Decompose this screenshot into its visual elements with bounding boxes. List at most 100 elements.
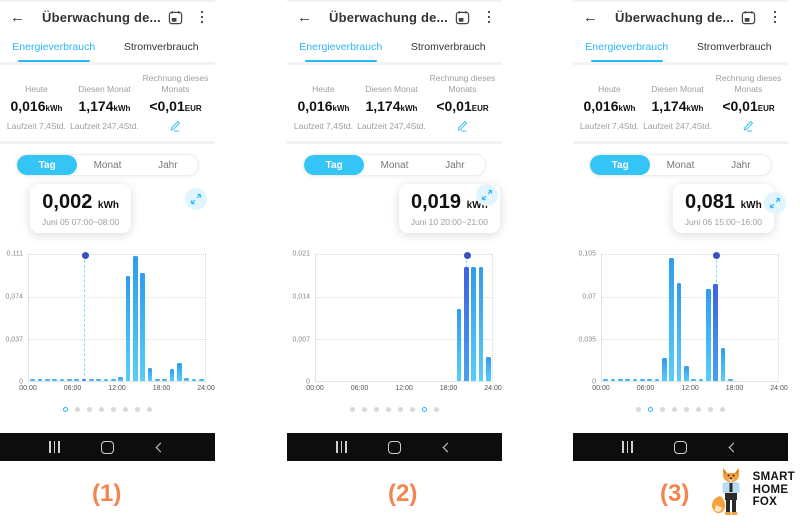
edit-pencil-icon[interactable] xyxy=(742,119,755,132)
period-tag[interactable]: Tag xyxy=(590,155,651,176)
page-dot[interactable] xyxy=(720,406,725,412)
period-tag[interactable]: Tag xyxy=(304,155,365,176)
edit-pencil-icon[interactable] xyxy=(169,119,182,132)
energy-bar-chart[interactable]: 0,111 0,074 0,037 0 00:00 06:00 12:00 18:00 24:… xyxy=(0,250,215,400)
hour-bar[interactable] xyxy=(456,309,462,382)
hour-bar[interactable] xyxy=(132,256,138,382)
period-monat[interactable]: Monat xyxy=(93,159,122,171)
hour-bar[interactable] xyxy=(147,367,153,382)
hour-bar[interactable] xyxy=(52,378,57,382)
hour-bar[interactable] xyxy=(698,378,704,382)
hour-bar[interactable] xyxy=(610,378,616,382)
energy-bar-chart[interactable]: 0,105 0,07 0,035 0 00:00 06:00 12:00 18:00 24:0… xyxy=(573,250,788,400)
page-dot[interactable] xyxy=(135,406,140,412)
tab-energieverbrauch[interactable]: Energieverbrauch xyxy=(0,32,108,62)
hour-bar[interactable] xyxy=(125,275,131,382)
hour-bar[interactable] xyxy=(110,378,116,382)
recents-button-icon[interactable] xyxy=(40,437,70,457)
period-jahr[interactable]: Jahr xyxy=(158,159,178,171)
hour-bar[interactable] xyxy=(74,378,79,382)
recents-button-icon[interactable] xyxy=(327,437,357,457)
hour-bar[interactable] xyxy=(471,267,476,382)
tab-stromverbrauch[interactable]: Stromverbrauch xyxy=(123,41,199,53)
page-indicator-dots[interactable] xyxy=(0,402,215,416)
page-dot[interactable] xyxy=(111,406,116,412)
hour-bar[interactable] xyxy=(30,378,35,382)
hour-bar[interactable] xyxy=(683,365,689,382)
page-dot[interactable] xyxy=(75,406,80,412)
page-dot[interactable] xyxy=(708,406,713,412)
page-dot[interactable] xyxy=(434,406,439,412)
hour-bar[interactable] xyxy=(691,379,696,382)
hour-bar[interactable] xyxy=(59,378,65,382)
hour-bar[interactable] xyxy=(654,378,660,382)
hour-bar[interactable] xyxy=(81,378,87,382)
hour-bar[interactable] xyxy=(140,273,145,382)
hour-bar[interactable] xyxy=(676,282,682,382)
page-dot[interactable] xyxy=(123,406,128,412)
page-indicator-dots[interactable] xyxy=(287,402,502,416)
plot-area[interactable] xyxy=(28,251,206,383)
hour-bar[interactable] xyxy=(720,347,726,382)
hour-bar[interactable] xyxy=(463,267,469,382)
hour-bar[interactable] xyxy=(639,378,645,382)
recents-button-icon[interactable] xyxy=(613,437,643,457)
period-monat[interactable]: Monat xyxy=(666,159,695,171)
expand-fullscreen-icon[interactable] xyxy=(185,188,207,211)
back-arrow-icon[interactable]: ← xyxy=(10,8,25,26)
page-dot[interactable] xyxy=(374,406,379,412)
page-dot[interactable] xyxy=(410,406,415,412)
calendar-icon[interactable] xyxy=(455,10,470,25)
hour-bar[interactable] xyxy=(647,378,652,382)
page-dot[interactable] xyxy=(350,406,355,412)
home-button-icon[interactable] xyxy=(93,437,123,457)
expand-fullscreen-icon[interactable] xyxy=(764,192,786,215)
hour-bar[interactable] xyxy=(44,378,50,382)
back-arrow-icon[interactable]: ← xyxy=(297,8,312,26)
page-dot-active[interactable] xyxy=(63,406,68,412)
home-button-icon[interactable] xyxy=(380,437,410,457)
page-dot-active[interactable] xyxy=(648,406,653,412)
overflow-menu-icon[interactable] xyxy=(486,9,493,26)
home-button-icon[interactable] xyxy=(666,437,696,457)
back-button-icon[interactable] xyxy=(146,437,176,457)
overflow-menu-icon[interactable] xyxy=(199,9,206,26)
hour-bar[interactable] xyxy=(632,379,638,382)
back-button-icon[interactable] xyxy=(719,437,749,457)
edit-pencil-icon[interactable] xyxy=(456,119,469,132)
hour-bar[interactable] xyxy=(66,378,72,382)
period-jahr[interactable]: Jahr xyxy=(445,159,465,171)
page-dot[interactable] xyxy=(147,406,152,412)
page-dot[interactable] xyxy=(362,406,367,412)
page-dot-active[interactable] xyxy=(422,406,427,412)
hour-bar[interactable] xyxy=(169,368,175,382)
expand-fullscreen-icon[interactable] xyxy=(476,184,498,207)
hour-bar[interactable] xyxy=(669,257,674,382)
page-dot[interactable] xyxy=(87,406,92,412)
hour-bar[interactable] xyxy=(625,378,630,382)
tab-energieverbrauch[interactable]: Energieverbrauch xyxy=(573,32,681,62)
hour-bar[interactable] xyxy=(713,284,718,382)
page-dot[interactable] xyxy=(398,406,403,412)
period-jahr[interactable]: Jahr xyxy=(731,159,751,171)
hour-bar[interactable] xyxy=(191,378,197,382)
back-button-icon[interactable] xyxy=(433,437,463,457)
hour-bar[interactable] xyxy=(118,376,123,382)
hour-bar[interactable] xyxy=(162,379,167,382)
page-dot[interactable] xyxy=(696,406,701,412)
hour-bar[interactable] xyxy=(727,379,733,382)
hour-bar[interactable] xyxy=(617,379,623,382)
page-dot[interactable] xyxy=(672,406,677,412)
period-tag[interactable]: Tag xyxy=(17,155,78,176)
tab-energieverbrauch[interactable]: Energieverbrauch xyxy=(287,32,395,62)
page-dot[interactable] xyxy=(99,406,104,412)
hour-bar[interactable] xyxy=(184,377,189,382)
calendar-icon[interactable] xyxy=(168,10,183,25)
tab-stromverbrauch[interactable]: Stromverbrauch xyxy=(696,41,772,53)
page-dot[interactable] xyxy=(660,406,665,412)
hour-bar[interactable] xyxy=(37,378,43,382)
hour-bar[interactable] xyxy=(176,363,182,382)
page-dot[interactable] xyxy=(386,406,391,412)
hour-bar[interactable] xyxy=(154,379,160,382)
hour-bar[interactable] xyxy=(705,288,711,382)
